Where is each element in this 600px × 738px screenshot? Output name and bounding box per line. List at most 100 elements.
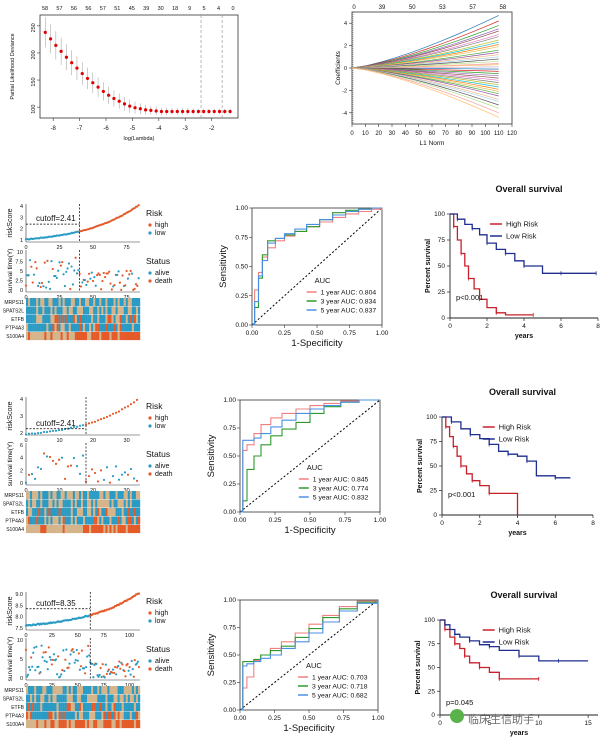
survival-time-point (30, 265, 33, 268)
risk-legend-title: Risk (146, 208, 163, 218)
survival-time-point (37, 665, 40, 668)
heatmap-cell (113, 323, 116, 332)
km-y-tick-label: 25 (428, 688, 436, 695)
heatmap-cell (113, 298, 116, 307)
heatmap-cell (48, 516, 51, 525)
heatmap-cell (66, 516, 69, 525)
heatmap-cell (38, 491, 41, 500)
heatmap-cell (54, 711, 57, 720)
survival-time-point (59, 264, 62, 267)
heatmap-cell (95, 525, 98, 534)
roc-legend-title: AUC (307, 463, 323, 472)
risk-score-y-tick-label: 4 (20, 397, 23, 403)
survival-time-point (117, 664, 120, 668)
survival-time-point (45, 286, 48, 289)
risk-score-point (33, 432, 37, 435)
heatmap-cell (28, 516, 31, 525)
heatmap-cell (87, 703, 90, 712)
heatmap-cell (78, 332, 82, 341)
lasso-cv-point (138, 107, 142, 111)
lasso-path-x-tick-label: 20 (375, 131, 382, 137)
heatmap-cell (66, 711, 69, 720)
lasso-path-coefficient-line (351, 67, 499, 118)
roc-y-tick-label: 1.00 (223, 597, 236, 604)
survival-time-point (42, 452, 46, 455)
heatmap-cell (115, 499, 118, 508)
km-legend-low-label: Low Risk (499, 435, 530, 444)
survival-time-point (124, 675, 127, 678)
lasso-cv-point (112, 96, 116, 101)
survival-time-point (63, 477, 67, 480)
heatmap-gene-label: PTP4A3 (5, 714, 24, 720)
km-x-tick-label: 15 (585, 720, 593, 727)
risk-score-y-tick-label: 3 (20, 215, 23, 221)
heatmap-cell (117, 711, 120, 720)
heatmap-cell (133, 508, 137, 517)
heatmap-cell (119, 306, 122, 315)
heatmap-cell (32, 323, 35, 332)
heatmap-cell (87, 332, 90, 341)
heatmap-cell (80, 306, 84, 315)
survival-time-point (24, 481, 28, 484)
heatmap-cell (85, 508, 88, 517)
heatmap-cell (115, 525, 118, 534)
heatmap-cell (95, 323, 98, 332)
heatmap-cell (123, 323, 126, 332)
risk-score-point (93, 420, 97, 423)
heatmap-cell (50, 332, 53, 341)
heatmap-cell (36, 711, 39, 720)
heatmap-cell (119, 315, 122, 324)
status-legend-alive-swatch (148, 271, 152, 275)
heatmap-cell (127, 516, 131, 525)
heatmap-cell (80, 525, 84, 534)
heatmap-cell (111, 711, 114, 720)
heatmap-cell (76, 491, 80, 500)
heatmap-cell (40, 499, 43, 508)
survival-time-y-tick-label: 0 (20, 288, 23, 294)
heatmap-cell (64, 298, 67, 307)
heatmap-cell (111, 298, 114, 307)
lasso-cv-point (202, 109, 206, 114)
survival-time-point (126, 662, 129, 666)
survival-time-point (132, 675, 135, 678)
km-legend-low-label: Low Risk (499, 638, 530, 647)
survival-time-point (107, 668, 111, 671)
heatmap-cell (119, 703, 122, 712)
risk-score-point (129, 403, 133, 406)
heatmap-cell (74, 332, 78, 341)
heatmap-cell (101, 332, 104, 341)
heatmap-cell (46, 298, 49, 307)
risk-score-point (51, 429, 55, 432)
heatmap-cell (78, 686, 82, 695)
heatmap-cell (123, 525, 126, 534)
heatmap-cell (127, 703, 131, 712)
risk-legend-high-label: high (155, 610, 168, 617)
heatmap-cell (58, 298, 61, 307)
roc-y-tick-label: 0.50 (223, 453, 236, 460)
heatmap-cell (40, 298, 43, 307)
roc-diagonal (239, 599, 379, 711)
heatmap-cell (129, 298, 133, 307)
heatmap-cell (78, 306, 82, 315)
heatmap-cell (66, 703, 69, 712)
heatmap-cell (91, 315, 94, 324)
heatmap-cell (26, 491, 29, 500)
heatmap-cell (40, 720, 43, 729)
heatmap-cell (113, 491, 116, 500)
km-y-tick-label: 75 (438, 237, 446, 244)
heatmap-cell (121, 711, 124, 720)
heatmap-cell (38, 686, 41, 695)
heatmap-cell (107, 306, 110, 315)
heatmap-cell (60, 491, 63, 500)
heatmap-cell (135, 323, 139, 332)
survival-time-point (87, 272, 91, 275)
heatmap-cell (87, 711, 90, 720)
survival-time-point (60, 673, 63, 676)
roc-y-tick-label: 0.75 (223, 425, 236, 432)
lasso-path-x-tick-label: 110 (494, 131, 504, 137)
heatmap-cell (107, 720, 110, 729)
heatmap-cell (76, 720, 80, 729)
status-legend-alive-swatch (148, 659, 152, 663)
heatmap-cell (113, 694, 116, 703)
heatmap-gene-label: S100A4 (6, 334, 24, 340)
